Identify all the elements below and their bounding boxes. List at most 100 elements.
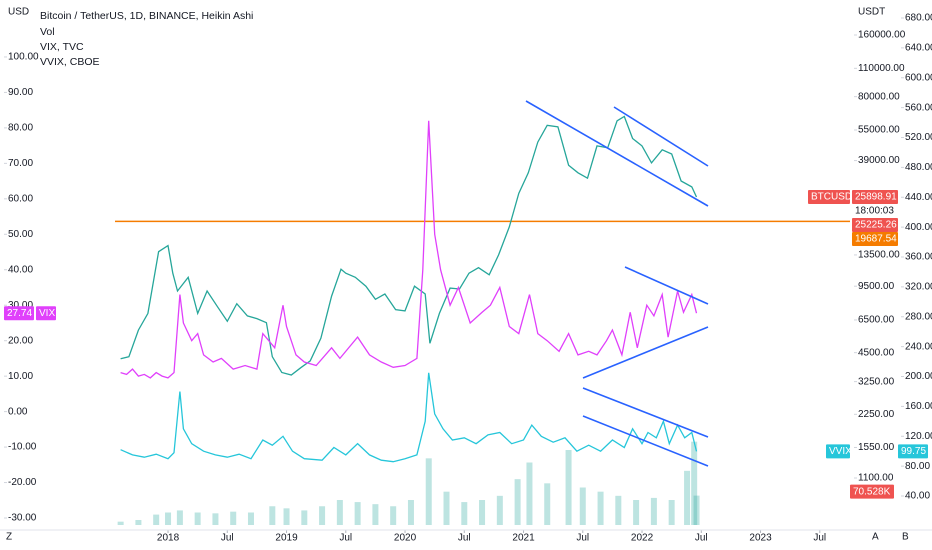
x-tick-label: Jul	[339, 533, 352, 544]
y-tick-label: 400.00	[905, 222, 932, 233]
y-tick-label: -10.00	[8, 442, 37, 453]
right-axis-label: USDT	[858, 7, 885, 18]
volume-tag-bg	[850, 484, 894, 499]
toolbar-button[interactable]: A	[872, 532, 879, 543]
legend-entry: Bitcoin / TetherUS, 1D, BINANCE, Heikin …	[40, 10, 253, 22]
volume-bar	[443, 491, 450, 525]
volume-bar	[633, 500, 640, 525]
y-tick-label: 440.00	[905, 192, 932, 203]
y-tick-label: 40.00	[8, 264, 33, 275]
x-tick-label: 2023	[749, 533, 772, 544]
volume-bar	[247, 512, 254, 525]
price-tag-bg	[852, 217, 898, 232]
y-tick-label: 30.00	[8, 300, 33, 311]
y-tick-label: 120.00	[905, 431, 932, 442]
legend-entry: VVIX, CBOE	[40, 56, 100, 68]
volume-bar	[212, 513, 219, 525]
x-tick-label: Jul	[813, 533, 826, 544]
y-tick-label: 39000.00	[858, 155, 900, 166]
volume-bar	[597, 491, 604, 525]
series-tag: VIX	[39, 308, 55, 319]
y-tick-label: 80000.00	[858, 91, 900, 102]
last-value-tag: 99.75	[901, 446, 926, 457]
volume-bar	[425, 458, 432, 525]
y-tick-label: 1100.00	[858, 473, 894, 484]
y-tick-label: 100.00	[8, 52, 39, 63]
price-tag-bg	[852, 231, 898, 246]
volume-bar	[496, 495, 503, 525]
y-tick-label: 600.00	[905, 72, 932, 83]
y-tick-label: 4500.00	[858, 347, 895, 358]
toolbar-button[interactable]: B	[902, 532, 909, 543]
volume-bar	[479, 500, 486, 525]
y-tick-label: 160.00	[905, 401, 932, 412]
y-tick-label: 50.00	[8, 229, 33, 240]
volume-bar	[230, 511, 237, 525]
x-tick-label: Jul	[458, 533, 471, 544]
x-tick-label: 2019	[275, 533, 298, 544]
y-tick-label: -30.00	[8, 513, 37, 524]
x-tick-label: 2020	[394, 533, 417, 544]
volume-bar	[354, 502, 361, 525]
last-value-tag: 27.74	[7, 308, 32, 319]
volume-bar	[269, 506, 276, 525]
volume-bar	[283, 508, 290, 525]
trend-line	[525, 100, 709, 207]
x-tick-label: Jul	[221, 533, 234, 544]
y-tick-label: 55000.00	[858, 125, 900, 136]
y-tick-label: 40.00	[905, 491, 930, 502]
y-tick-label: 200.00	[905, 371, 932, 382]
y-tick-label: 2250.00	[858, 409, 895, 420]
price-tag: 25898.91	[855, 192, 897, 203]
series-tag-bg	[808, 189, 850, 204]
series-tag-bg	[36, 306, 56, 321]
y-tick-label: 0.00	[8, 406, 28, 417]
last-value-tag-bg	[4, 306, 34, 321]
y-tick-label: 13500.00	[858, 250, 900, 261]
y-tick-label: 10.00	[8, 371, 33, 382]
y-tick-label: 560.00	[905, 102, 932, 113]
volume-bar	[526, 462, 533, 525]
volume-bar	[301, 510, 308, 525]
x-tick-label: Jul	[695, 533, 708, 544]
volume-bar	[691, 441, 698, 525]
volume-bar	[565, 450, 572, 525]
y-tick-label: 520.00	[905, 132, 932, 143]
y-tick-label: 3250.00	[858, 376, 895, 387]
y-tick-label: 80.00	[905, 461, 930, 472]
left-axis-label: USD	[8, 7, 29, 18]
volume-bar	[319, 506, 326, 525]
volume-bar	[176, 510, 183, 525]
volume-bar	[461, 502, 468, 525]
series-tag-bg	[826, 444, 850, 459]
trend-line	[582, 415, 709, 467]
series-tag: VVIX	[829, 446, 852, 457]
volume-bar	[693, 495, 700, 525]
y-tick-label: 9500.00	[858, 281, 895, 292]
volume-bar	[194, 512, 201, 525]
volume-bar	[390, 506, 397, 525]
volume-bar	[650, 497, 657, 525]
y-tick-label: -20.00	[8, 477, 37, 488]
y-tick-label: 20.00	[8, 335, 33, 346]
series-line	[120, 120, 698, 379]
x-tick-label: Jul	[576, 533, 589, 544]
price-tag: 25225.26	[855, 220, 897, 231]
trend-line	[582, 387, 709, 438]
volume-bar	[165, 512, 172, 525]
y-tick-label: 1550.00	[858, 442, 895, 453]
volume-bar	[544, 483, 551, 525]
y-tick-label: 70.00	[8, 158, 33, 169]
y-tick-label: 90.00	[8, 87, 33, 98]
volume-bar	[336, 500, 343, 525]
legend-entry: Vol	[40, 26, 55, 38]
y-tick-label: 80.00	[8, 123, 33, 134]
volume-bar	[684, 470, 691, 525]
plot-area	[115, 115, 850, 525]
countdown: 18:00:03	[855, 206, 894, 217]
y-tick-label: 360.00	[905, 252, 932, 263]
y-tick-label: 6500.00	[858, 315, 895, 326]
toolbar-button[interactable]: Z	[6, 532, 12, 543]
volume-bar	[407, 500, 414, 525]
